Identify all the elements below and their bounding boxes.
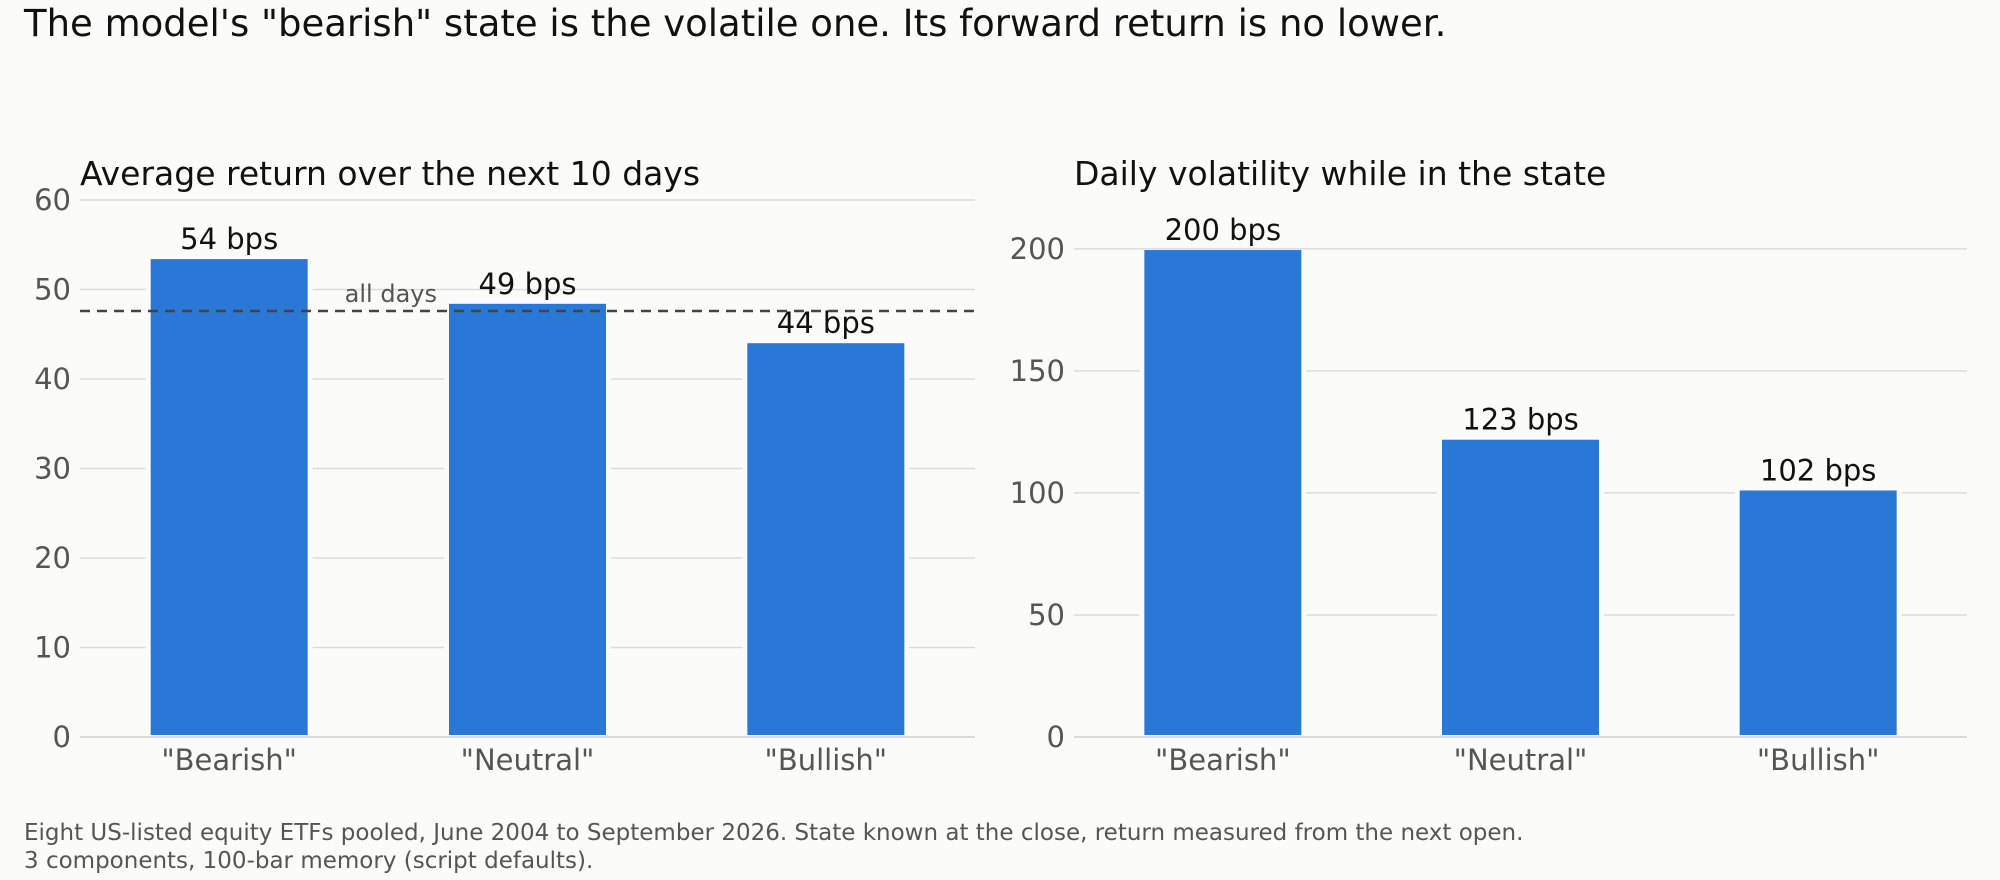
y-tick-label: 50 — [34, 273, 71, 307]
y-tick-label: 10 — [34, 631, 71, 665]
x-tick-label: "Bullish" — [765, 743, 888, 777]
data-label: 102 bps — [1760, 453, 1877, 487]
y-tick-label: 0 — [1047, 720, 1065, 754]
bar — [1442, 439, 1599, 735]
bar — [747, 343, 905, 735]
y-tick-label: 50 — [1028, 598, 1065, 632]
x-tick-label: "Neutral" — [461, 743, 595, 777]
data-label: 200 bps — [1165, 213, 1282, 247]
bar — [1739, 490, 1897, 735]
bar — [449, 303, 606, 735]
y-tick-label: 20 — [34, 541, 71, 575]
data-label: 44 bps — [777, 306, 875, 340]
x-tick-label: "Neutral" — [1454, 743, 1588, 777]
headline: The model's "bearish" state is the volat… — [24, 2, 1447, 45]
panel-title: Daily volatility while in the state — [1074, 154, 1606, 193]
panel-title: Average return over the next 10 days — [80, 154, 700, 193]
data-label: 123 bps — [1462, 403, 1579, 437]
bar — [150, 259, 308, 735]
y-tick-label: 100 — [1010, 476, 1065, 510]
x-tick-label: "Bullish" — [1757, 743, 1880, 777]
x-tick-label: "Bearish" — [161, 743, 297, 777]
y-tick-label: 0 — [53, 720, 71, 754]
data-label: 49 bps — [478, 267, 576, 301]
data-label: 54 bps — [180, 222, 278, 256]
reference-line-label: all days — [345, 280, 437, 308]
y-tick-label: 40 — [34, 362, 71, 396]
y-tick-label: 60 — [34, 183, 71, 217]
y-tick-label: 150 — [1010, 354, 1065, 388]
y-tick-label: 30 — [34, 452, 71, 486]
x-tick-label: "Bearish" — [1155, 743, 1291, 777]
footnote-line-1: Eight US-listed equity ETFs pooled, June… — [24, 820, 1524, 846]
footnote-line-2: 3 components, 100-bar memory (script def… — [24, 848, 594, 874]
y-tick-label: 200 — [1010, 232, 1065, 266]
bar — [1144, 250, 1302, 735]
